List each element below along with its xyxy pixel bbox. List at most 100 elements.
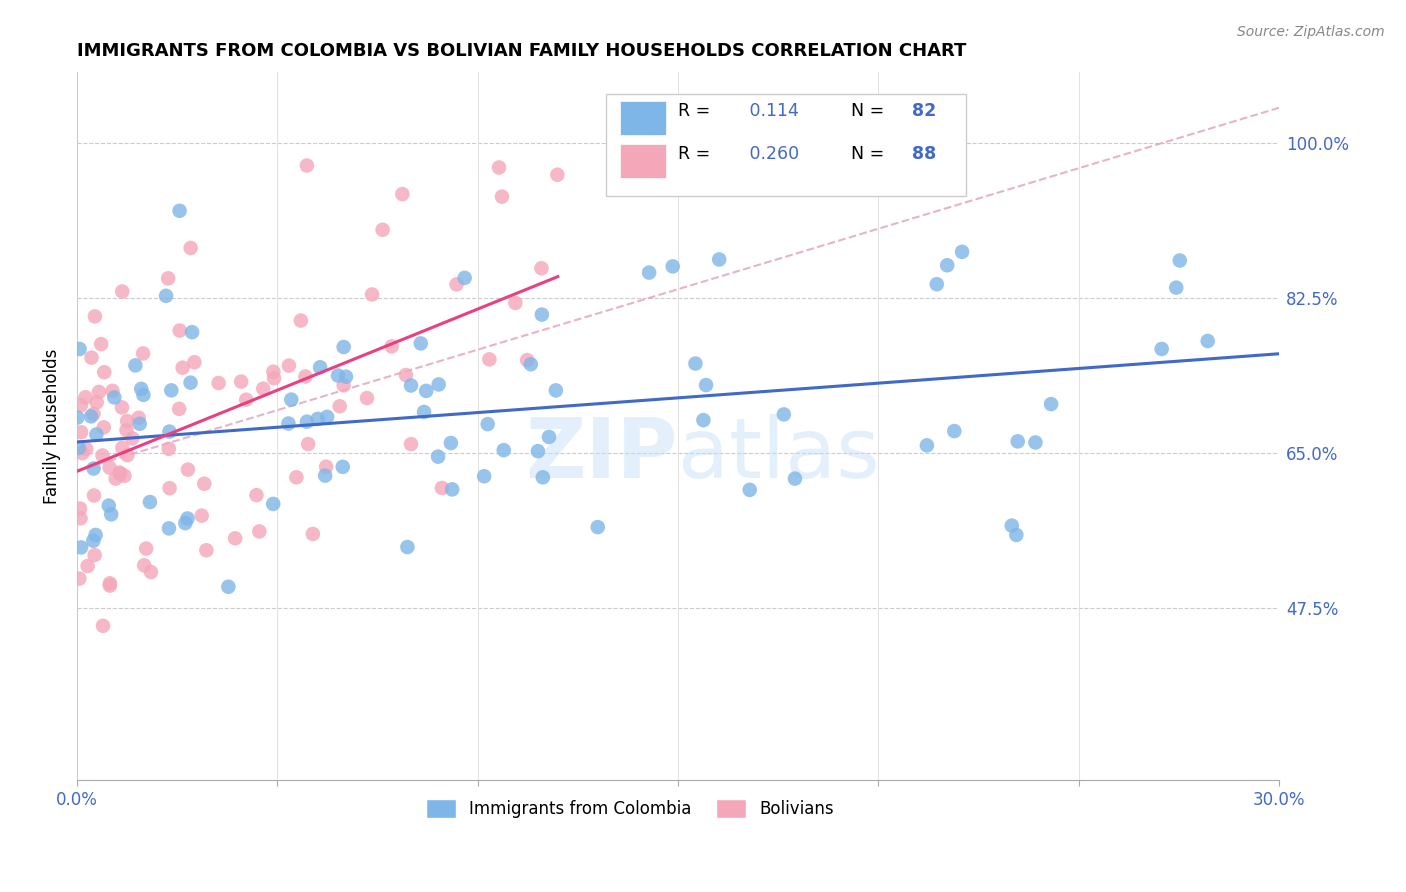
Point (772, 408, 794, 422)
Point (309, 360, 332, 375)
Text: ZIP: ZIP (526, 414, 678, 495)
Point (190, 508, 212, 523)
Point (70, 425, 93, 440)
FancyBboxPatch shape (620, 102, 666, 136)
Point (316, 409, 339, 424)
Text: Source: ZipAtlas.com: Source: ZipAtlas.com (1237, 25, 1385, 39)
Point (936, 258, 959, 272)
Point (399, 378, 422, 392)
Point (155, 289, 177, 303)
Point (280, 392, 302, 407)
Point (139, 495, 162, 509)
Point (111, 441, 134, 455)
Point (661, 260, 683, 274)
Point (83, 407, 105, 421)
Point (329, 399, 352, 413)
Point (103, 391, 125, 405)
Point (1168, 253, 1191, 268)
Point (83, 461, 105, 475)
Point (738, 483, 761, 497)
Point (75, 390, 97, 404)
FancyBboxPatch shape (620, 144, 666, 178)
Point (80, 351, 103, 365)
Point (297, 437, 319, 451)
Point (295, 415, 318, 429)
Point (520, 357, 543, 371)
Point (943, 424, 966, 438)
Point (83, 488, 105, 502)
Point (685, 357, 707, 371)
Point (100, 508, 122, 522)
Point (488, 161, 510, 175)
Text: N =: N = (841, 145, 890, 163)
Point (66, 410, 89, 425)
Point (415, 384, 437, 398)
Point (302, 527, 325, 541)
Point (117, 448, 139, 462)
Point (453, 271, 475, 285)
Text: R =: R = (678, 103, 716, 120)
Point (262, 365, 284, 379)
Legend: Immigrants from Colombia, Bolivians: Immigrants from Colombia, Bolivians (419, 792, 841, 825)
Point (430, 481, 453, 495)
Point (169, 203, 191, 218)
Point (1007, 434, 1029, 449)
Point (440, 436, 463, 450)
Point (1024, 435, 1046, 450)
Point (544, 384, 567, 398)
Point (396, 540, 419, 554)
Point (638, 266, 661, 280)
Point (160, 384, 183, 398)
Point (409, 336, 432, 351)
Point (294, 369, 316, 384)
Point (1150, 342, 1173, 356)
Point (307, 412, 329, 426)
Point (86, 395, 108, 409)
Point (76, 559, 98, 574)
Point (91, 619, 114, 633)
Point (1166, 280, 1188, 294)
Point (263, 371, 285, 385)
Point (472, 469, 495, 483)
Point (115, 414, 138, 428)
Point (1005, 528, 1028, 542)
Point (177, 462, 200, 476)
Point (277, 417, 299, 431)
Point (441, 483, 464, 497)
Point (139, 565, 162, 579)
Point (180, 376, 202, 390)
Point (247, 524, 270, 539)
Point (332, 378, 354, 392)
Point (93, 365, 115, 379)
Point (783, 472, 806, 486)
Point (157, 271, 180, 285)
Point (224, 531, 246, 545)
Point (531, 470, 554, 484)
Text: 88: 88 (912, 145, 936, 163)
Point (395, 368, 418, 382)
Point (111, 401, 134, 415)
Point (83, 548, 105, 562)
Point (245, 488, 267, 502)
Point (537, 430, 560, 444)
Point (124, 359, 146, 373)
Point (134, 558, 156, 573)
Point (83, 310, 105, 324)
Point (180, 241, 202, 255)
Point (295, 159, 318, 173)
Text: 82: 82 (912, 103, 936, 120)
Point (530, 261, 553, 276)
Point (277, 359, 299, 373)
Point (217, 580, 239, 594)
Point (87, 384, 110, 399)
Point (128, 417, 150, 431)
Point (169, 324, 191, 338)
Point (69, 342, 91, 356)
Point (167, 401, 190, 416)
Point (505, 296, 527, 310)
Point (111, 285, 134, 299)
Text: atlas: atlas (678, 414, 880, 495)
Point (399, 437, 422, 451)
Point (546, 168, 568, 182)
Point (183, 355, 205, 369)
